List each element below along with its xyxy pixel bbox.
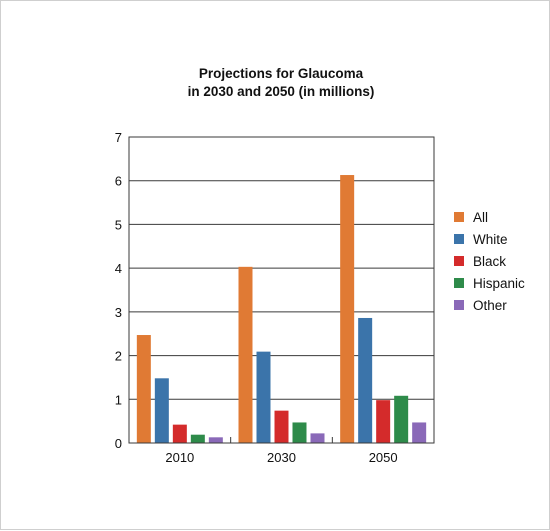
legend-label-black: Black	[473, 254, 506, 269]
bar-all-2010	[136, 335, 151, 443]
bars	[136, 175, 427, 443]
x-tick-label: 2030	[267, 450, 296, 465]
legend-swatch-black	[454, 256, 464, 266]
bar-hispanic-2050	[394, 395, 409, 443]
y-tick-label: 5	[115, 217, 122, 232]
bar-white-2050	[358, 317, 373, 443]
chart-title-line-2: in 2030 and 2050 (in millions)	[188, 84, 375, 99]
y-tick-label: 6	[115, 174, 122, 189]
legend-swatch-all	[454, 212, 464, 222]
bar-hispanic-2010	[190, 434, 205, 443]
bar-white-2030	[256, 351, 271, 443]
bar-white-2010	[154, 378, 169, 443]
legend-label-hispanic: Hispanic	[473, 276, 525, 291]
axes	[128, 136, 435, 444]
bar-hispanic-2030	[292, 422, 307, 443]
bar-other-2010	[208, 437, 223, 443]
chart-title-line-1: Projections for Glaucoma	[199, 66, 364, 81]
legend-swatch-hispanic	[454, 278, 464, 288]
bar-all-2050	[340, 175, 355, 443]
y-axis-tick-labels: 0 1 2 3 4 5 6 7	[115, 130, 122, 451]
legend-label-other: Other	[473, 298, 507, 313]
bar-black-2030	[274, 410, 289, 443]
bar-other-2030	[310, 433, 325, 443]
bar-all-2030	[238, 266, 253, 443]
bar-other-2050	[412, 422, 427, 443]
gridlines	[129, 136, 434, 400]
legend: All White Black Hispanic Other	[454, 210, 525, 313]
x-axis-tick-labels: 2010 2030 2050	[165, 450, 397, 465]
plot-frame	[128, 136, 435, 444]
y-tick-label: 2	[115, 349, 122, 364]
legend-label-white: White	[473, 232, 508, 247]
legend-label-all: All	[473, 210, 488, 225]
bar-black-2010	[172, 424, 187, 443]
legend-swatch-white	[454, 234, 464, 244]
y-tick-label: 1	[115, 392, 122, 407]
y-tick-label: 3	[115, 305, 122, 320]
x-tick-label: 2050	[369, 450, 398, 465]
y-tick-label: 7	[115, 130, 122, 145]
bar-black-2050	[376, 400, 391, 443]
y-tick-label: 4	[115, 261, 122, 276]
x-tick-label: 2010	[165, 450, 194, 465]
chart-title: Projections for Glaucoma in 2030 and 205…	[188, 66, 375, 99]
y-tick-label: 0	[115, 436, 122, 451]
legend-swatch-other	[454, 300, 464, 310]
